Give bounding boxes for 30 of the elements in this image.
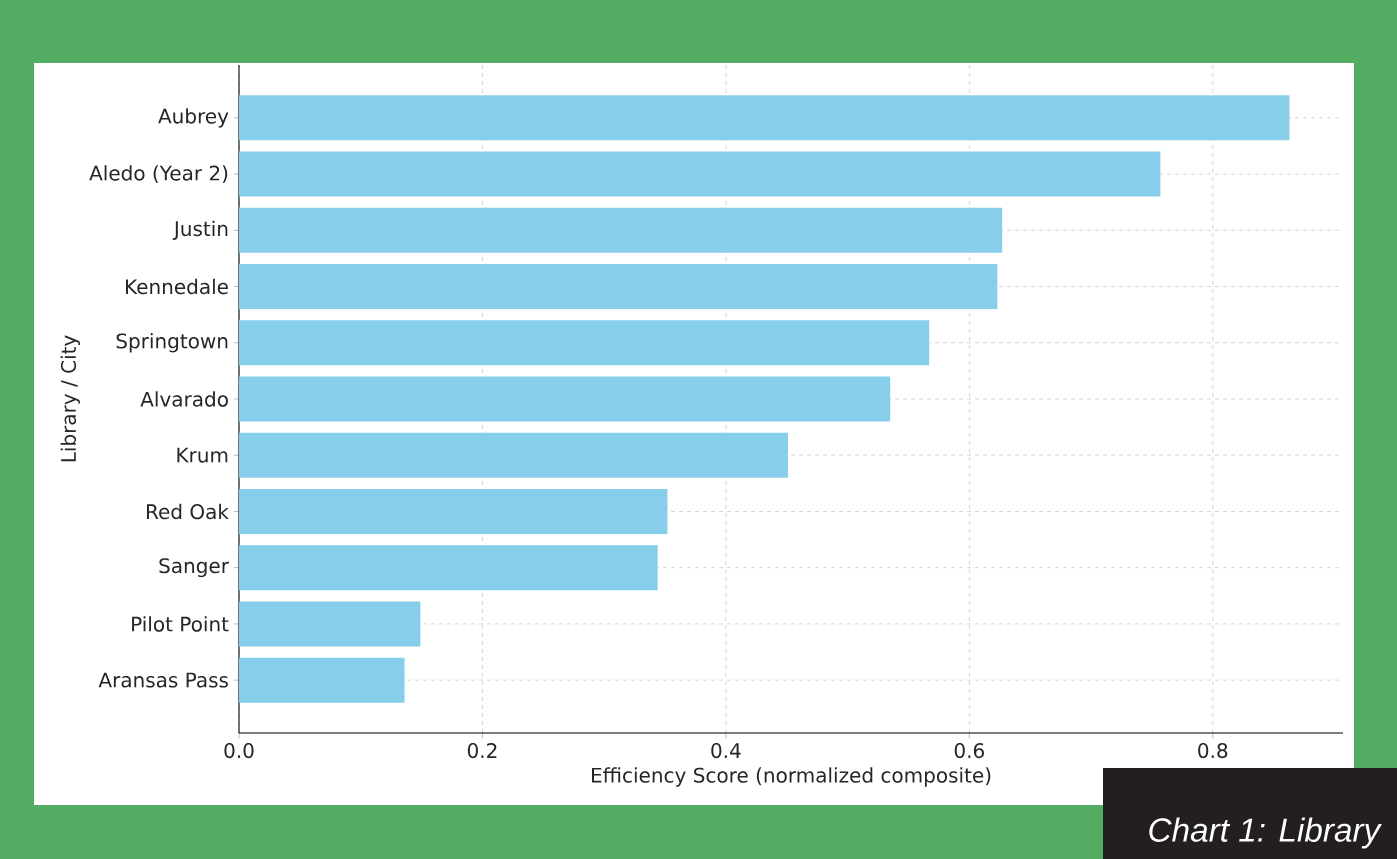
x-tick-label: 0.6 bbox=[954, 743, 984, 759]
y-tick-label: Pilot Point bbox=[132, 616, 229, 632]
y-tick-label: Justin bbox=[172, 220, 228, 240]
y-tick-label: Aubrey bbox=[158, 108, 229, 128]
y-tick-label: Krum bbox=[177, 447, 228, 463]
caption: Chart 1: Library bbox=[1149, 817, 1382, 849]
x-tick-label: 0.0 bbox=[224, 743, 254, 759]
bar bbox=[239, 320, 930, 366]
y-tick-label: Sanger bbox=[159, 558, 229, 578]
bar bbox=[239, 601, 421, 647]
y-tick-label: Aledo (Year 2) bbox=[89, 165, 228, 183]
y-tick-label: Springtown bbox=[116, 333, 228, 353]
bar bbox=[239, 488, 668, 534]
x-tick-label: 0.8 bbox=[1198, 743, 1228, 759]
bar bbox=[239, 207, 1003, 253]
bar bbox=[239, 151, 1161, 197]
y-tick-label: Kennedale bbox=[126, 278, 228, 295]
bar bbox=[239, 376, 891, 422]
bar bbox=[239, 264, 998, 310]
y-tick-label: Alvarado bbox=[140, 391, 228, 407]
y-tick-label: Red Oak bbox=[146, 503, 229, 520]
bar bbox=[239, 545, 658, 591]
bar bbox=[239, 657, 405, 703]
y-axis-title: Library / City bbox=[60, 335, 80, 462]
x-tick-label: 0.2 bbox=[467, 743, 497, 759]
bar bbox=[239, 432, 788, 478]
y-tick-label: Aransas Pass bbox=[98, 672, 228, 688]
x-tick-label: 0.4 bbox=[711, 743, 741, 759]
x-axis-title: Efficiency Score (normalized composite) bbox=[592, 767, 991, 787]
bar bbox=[239, 95, 1290, 141]
